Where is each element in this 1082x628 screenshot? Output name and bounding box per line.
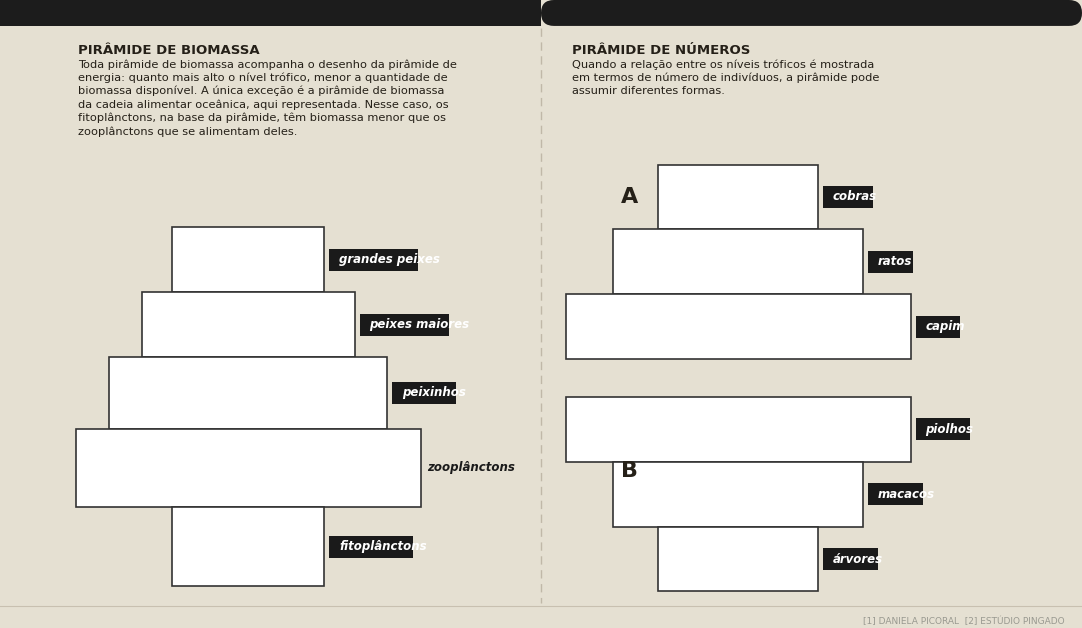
Text: grandes peixes: grandes peixes <box>339 253 440 266</box>
Bar <box>823 186 872 208</box>
Text: capim: capim <box>925 320 965 333</box>
Bar <box>613 229 863 294</box>
Text: em termos de número de indivíduos, a pirâmide pode: em termos de número de indivíduos, a pir… <box>572 72 880 83</box>
Bar <box>329 536 413 558</box>
Bar <box>359 313 449 335</box>
Text: zooplânctons: zooplânctons <box>427 461 515 474</box>
Text: zooplânctons que se alimentam deles.: zooplânctons que se alimentam deles. <box>78 126 298 137</box>
Bar <box>658 165 818 229</box>
Text: B: B <box>621 461 638 481</box>
Text: Quando a relação entre os níveis tróficos é mostrada: Quando a relação entre os níveis trófico… <box>572 59 874 70</box>
Bar <box>172 227 324 292</box>
Text: da cadeia alimentar oceânica, aqui representada. Nesse caso, os: da cadeia alimentar oceânica, aqui repre… <box>78 99 449 110</box>
Text: PIRÂMIDE DE NÚMEROS: PIRÂMIDE DE NÚMEROS <box>572 44 751 57</box>
Bar <box>613 462 863 527</box>
Text: energia: quanto mais alto o nível trófico, menor a quantidade de: energia: quanto mais alto o nível trófic… <box>78 72 448 83</box>
Bar <box>658 527 818 592</box>
Bar <box>566 397 910 462</box>
Text: cobras: cobras <box>833 190 878 203</box>
Text: árvores: árvores <box>833 553 883 565</box>
FancyBboxPatch shape <box>541 0 1082 26</box>
Bar <box>868 251 912 273</box>
Text: Toda pirâmide de biomassa acompanha o desenho da pirâmide de: Toda pirâmide de biomassa acompanha o de… <box>78 59 457 70</box>
Text: biomassa disponível. A única exceção é a pirâmide de biomassa: biomassa disponível. A única exceção é a… <box>78 86 445 97</box>
Bar <box>109 357 387 429</box>
Bar <box>823 548 878 570</box>
Bar <box>915 418 969 440</box>
Text: peixes maiores: peixes maiores <box>369 318 470 331</box>
Text: ratos: ratos <box>878 256 912 268</box>
Text: peixinhos: peixinhos <box>403 386 466 399</box>
Bar <box>0 0 541 26</box>
Bar <box>329 249 418 271</box>
Text: macacos: macacos <box>878 488 935 501</box>
Text: fitoplânctons: fitoplânctons <box>339 540 426 553</box>
Text: fitoplânctons, na base da pirâmide, têm biomassa menor que os: fitoplânctons, na base da pirâmide, têm … <box>78 113 446 123</box>
Text: [1] DANIELA PICORAL  [2] ESTÚDIO PINGADO: [1] DANIELA PICORAL [2] ESTÚDIO PINGADO <box>863 616 1065 625</box>
Bar <box>566 294 910 359</box>
Text: assumir diferentes formas.: assumir diferentes formas. <box>572 86 725 96</box>
Text: piolhos: piolhos <box>925 423 974 436</box>
Bar <box>142 292 355 357</box>
Text: A: A <box>621 188 638 207</box>
Bar <box>915 316 960 338</box>
Bar <box>172 507 324 587</box>
Bar <box>392 382 457 404</box>
Bar <box>76 429 421 507</box>
Bar <box>868 483 923 505</box>
Text: PIRÂMIDE DE BIOMASSA: PIRÂMIDE DE BIOMASSA <box>78 44 260 57</box>
